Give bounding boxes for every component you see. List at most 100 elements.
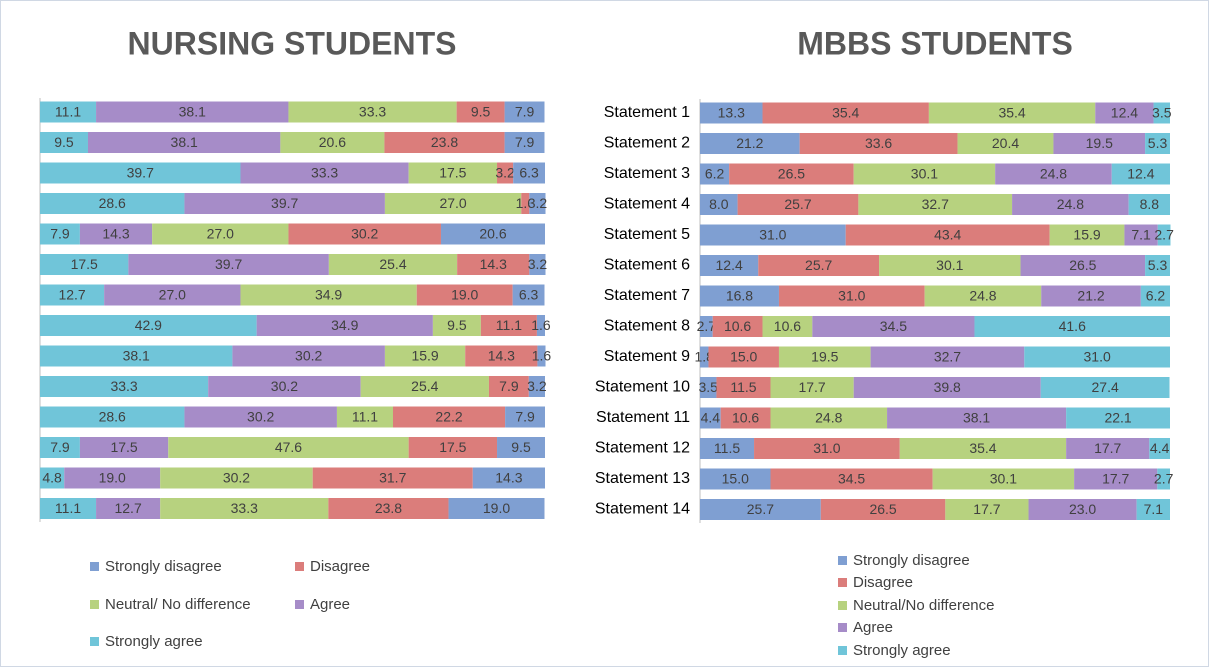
bar-segment: [392, 406, 506, 428]
bar-segment: [128, 254, 329, 275]
data-label: 30.1: [990, 471, 1017, 487]
data-label: 39.7: [271, 195, 298, 211]
bar-segment: [328, 254, 458, 275]
bar-segment: [528, 376, 545, 397]
data-label: 3.5: [698, 379, 718, 395]
bar-segment: [504, 132, 545, 153]
data-label: 7.9: [515, 409, 535, 425]
data-label: 21.2: [736, 135, 763, 151]
bar-segment: [712, 316, 763, 337]
bar-segment: [40, 467, 65, 489]
bar-segment: [853, 377, 1041, 398]
bar-segment: [87, 132, 281, 153]
data-label: 31.0: [813, 440, 840, 456]
data-label: 38.1: [963, 410, 990, 426]
bar-segment: [1124, 224, 1158, 246]
bar-segment: [700, 316, 713, 337]
data-label: 10.6: [724, 318, 751, 334]
bar-segment: [512, 284, 545, 306]
bar-segment: [537, 345, 546, 367]
data-label: 26.5: [869, 501, 896, 517]
bar-segment: [708, 346, 779, 368]
bar-segment: [879, 255, 1021, 276]
bar-segment: [1049, 224, 1125, 246]
data-label: 7.9: [499, 378, 519, 394]
data-label: 38.1: [171, 134, 198, 150]
data-label: 39.7: [127, 165, 154, 181]
bar-segment: [104, 284, 241, 306]
data-label: 17.5: [71, 256, 98, 272]
y-tick-label: Statement 14: [595, 501, 690, 518]
bar-segment: [820, 499, 946, 520]
bar-segment: [870, 346, 1025, 368]
bar-segment: [700, 133, 800, 154]
bar-segment: [1041, 285, 1141, 307]
bar-segment: [465, 345, 538, 367]
bar-segment: [1074, 468, 1158, 490]
data-label: 17.7: [1094, 440, 1121, 456]
bar-segment: [521, 193, 530, 214]
data-label: 33.3: [231, 500, 258, 516]
bar-segment: [505, 406, 545, 428]
bar-segment: [899, 438, 1067, 459]
bar-segment: [974, 316, 1170, 337]
data-label: 5.3: [1148, 257, 1168, 273]
data-label: 7.9: [515, 104, 535, 120]
data-label: 22.2: [435, 409, 462, 425]
data-label: 10.6: [774, 318, 801, 334]
bar-segment: [504, 101, 545, 123]
data-label: 34.9: [315, 287, 342, 303]
bar-segment: [700, 407, 721, 429]
legend-label: Disagree: [853, 574, 913, 591]
data-label: 33.6: [865, 135, 892, 151]
data-label: 32.7: [922, 196, 949, 212]
data-label: 35.4: [832, 105, 859, 121]
legend-label: Neutral/ No difference: [105, 596, 251, 613]
bar-segment: [758, 255, 880, 276]
data-label: 25.4: [411, 378, 438, 394]
bar-segment: [700, 438, 755, 459]
bar-segment: [1157, 468, 1170, 490]
data-label: 19.0: [483, 500, 510, 516]
data-label: 33.3: [110, 378, 137, 394]
bar-segment: [208, 376, 361, 397]
data-label: 30.2: [271, 378, 298, 394]
bar-segment: [1066, 407, 1170, 429]
y-tick-label: Statement 6: [604, 257, 690, 274]
bar-segment: [858, 194, 1013, 215]
data-label: 38.1: [179, 104, 206, 120]
data-label: 2.7: [697, 318, 717, 334]
data-label: 31.0: [838, 288, 865, 304]
bar-segment: [1111, 163, 1170, 185]
legend-swatch: [838, 646, 847, 655]
data-label: 14.3: [480, 256, 507, 272]
data-label: 9.5: [447, 317, 467, 333]
data-label: 8.0: [709, 196, 729, 212]
data-label: 25.7: [784, 196, 811, 212]
data-label: 20.6: [319, 134, 346, 150]
data-label: 30.2: [223, 470, 250, 486]
data-label: 30.2: [247, 409, 274, 425]
data-label: 39.8: [934, 379, 961, 395]
data-label: 23.8: [375, 500, 402, 516]
bar-segment: [152, 223, 289, 245]
data-label: 2.7: [1154, 471, 1174, 487]
bar-segment: [778, 285, 925, 307]
legend-label: Strongly agree: [105, 633, 203, 650]
data-label: 26.5: [1069, 257, 1096, 273]
data-label: 24.8: [1040, 166, 1067, 182]
bar-segment: [529, 193, 546, 214]
data-label: 14.3: [102, 226, 129, 242]
data-label: 43.4: [934, 227, 961, 243]
bar-segment: [40, 132, 88, 153]
bar-segment: [288, 101, 457, 123]
bar-segment: [416, 284, 513, 306]
bar-segment: [700, 224, 846, 246]
bar-segment: [737, 194, 859, 215]
legend-swatch: [90, 562, 99, 571]
bar-segment: [932, 468, 1075, 490]
bar-segment: [1012, 194, 1129, 215]
bar-segment: [853, 163, 996, 185]
legend-swatch: [838, 623, 847, 632]
data-label: 27.0: [159, 287, 186, 303]
